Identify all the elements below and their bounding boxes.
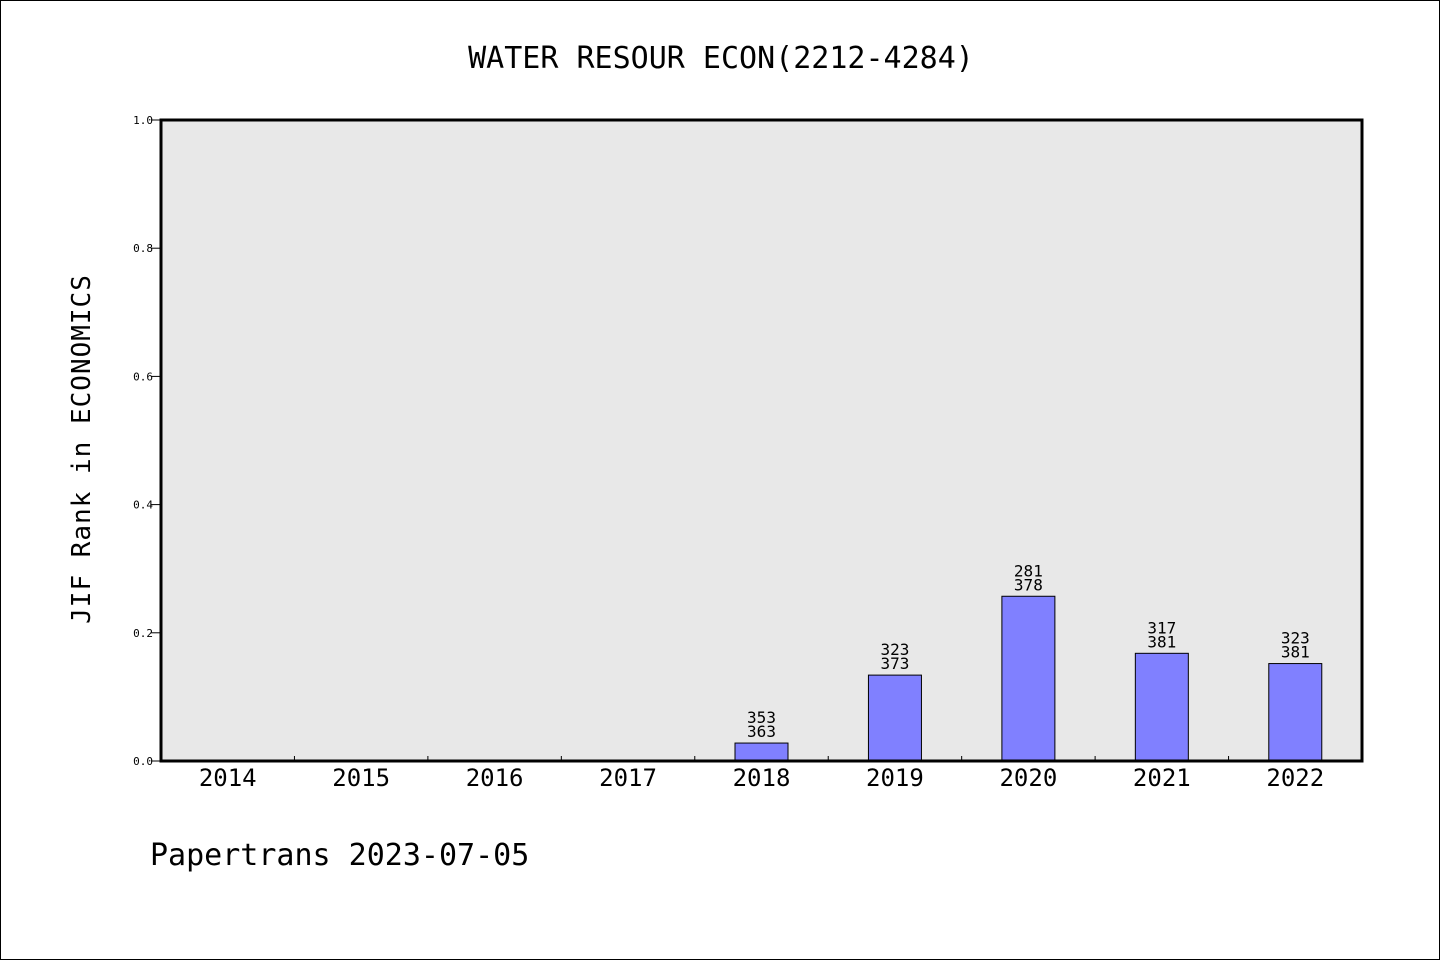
- y-tick-label: 0.6: [133, 370, 153, 383]
- x-tick-label: 2015: [332, 764, 390, 792]
- bar-2018: [734, 742, 789, 762]
- bar-2022: [1268, 663, 1323, 762]
- x-tick-label: 2016: [466, 764, 524, 792]
- footer-credit: Papertrans 2023-07-05: [150, 838, 529, 873]
- bar-label-total: 363: [747, 722, 776, 741]
- y-axis-label: JIF Rank in ECONOMICS: [67, 274, 97, 624]
- bars-group: [734, 595, 1323, 762]
- bar-label-rank: 281: [1014, 561, 1043, 580]
- bar-label-rank: 317: [1147, 618, 1176, 637]
- bar-label-total: 378: [1014, 575, 1043, 594]
- bar-2021: [1134, 652, 1189, 762]
- y-tick-label: 1.0: [133, 114, 153, 127]
- bar-2020: [1001, 595, 1056, 762]
- y-tick-label: 0.8: [133, 242, 153, 255]
- x-tick-label: 2014: [199, 764, 257, 792]
- x-tick-label: 2022: [1266, 764, 1324, 792]
- x-tick-label: 2018: [733, 764, 791, 792]
- y-tick-label: 0.4: [133, 499, 153, 512]
- x-tick-label: 2021: [1133, 764, 1191, 792]
- plot-border: [159, 118, 1364, 763]
- x-tick-label: 2019: [866, 764, 924, 792]
- bar-label-rank: 323: [880, 640, 909, 659]
- bar-label-total: 381: [1147, 632, 1176, 651]
- bar-2019: [867, 674, 922, 762]
- chart-title: WATER RESOUR ECON(2212-4284): [468, 41, 974, 76]
- x-axis-ticks: 2014 2015 2016 2017 2018 2019 2020 2021 2022: [199, 756, 1324, 792]
- bar-label-total: 381: [1281, 643, 1310, 662]
- bar-label-total: 373: [880, 654, 909, 673]
- x-tick-label: 2020: [999, 764, 1057, 792]
- bar-label-rank: 323: [1281, 629, 1310, 648]
- bar-label-rank: 353: [747, 708, 776, 727]
- y-tick-label: 0.2: [133, 627, 153, 640]
- y-axis-ticks: 0.0 0.2 0.4 0.6 0.8 1.0: [133, 114, 161, 768]
- x-tick-label: 2017: [599, 764, 657, 792]
- y-tick-label: 0.0: [133, 755, 153, 768]
